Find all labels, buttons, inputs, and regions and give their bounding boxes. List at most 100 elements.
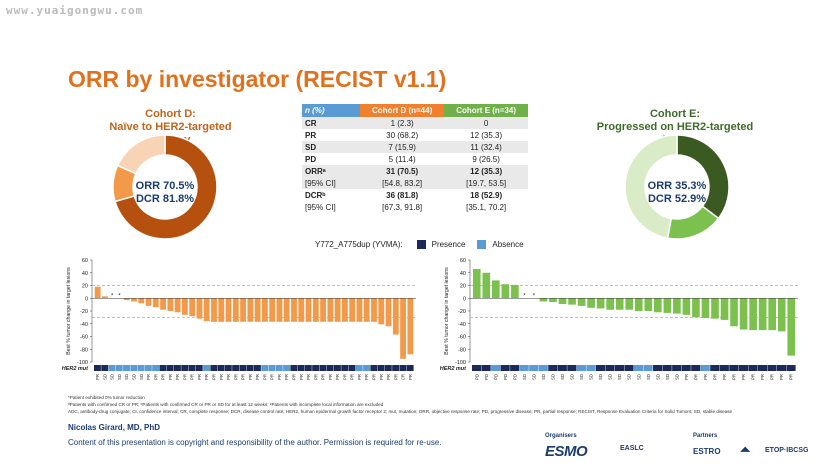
mutation-cell bbox=[538, 365, 548, 371]
waterfall-bar bbox=[511, 284, 519, 299]
row-label: SD bbox=[302, 141, 360, 153]
x-response-label: PR bbox=[408, 374, 413, 380]
x-response-label: PR bbox=[779, 374, 784, 380]
x-response-label: PR bbox=[379, 374, 384, 380]
waterfall-bar bbox=[102, 296, 108, 299]
donut-slice-other bbox=[624, 134, 678, 240]
mutation-cell bbox=[767, 365, 777, 371]
mutation-cell bbox=[355, 365, 363, 371]
legend-presence: Presence bbox=[431, 240, 466, 249]
mutation-cell bbox=[548, 365, 558, 371]
mutation-cell bbox=[334, 365, 341, 371]
x-response-label: SD bbox=[636, 374, 641, 380]
y-tick-label: -20 bbox=[80, 309, 88, 315]
waterfall-bar bbox=[203, 298, 210, 322]
waterfall-bar bbox=[654, 298, 662, 313]
waterfall-bar bbox=[371, 298, 377, 322]
cohort-e-donut-label: ORR 35.3% DCR 52.9% bbox=[642, 180, 712, 206]
waterfall-bar bbox=[385, 298, 392, 327]
mutation-cell bbox=[348, 365, 356, 371]
waterfall-bar bbox=[283, 298, 290, 322]
copyright-notice: Content of this presentation is copyrigh… bbox=[68, 438, 442, 447]
waterfall-bar bbox=[320, 298, 326, 322]
row-cohort-e: 11 (32.4) bbox=[444, 141, 528, 153]
mutation-row-label: HER2 mut bbox=[62, 366, 89, 372]
waterfall-bar bbox=[240, 298, 246, 322]
zero-change-marker: * bbox=[118, 293, 121, 299]
x-response-label: PR bbox=[248, 374, 253, 380]
x-response-label: SD bbox=[541, 374, 546, 380]
row-cohort-d: 30 (68.2) bbox=[386, 130, 419, 140]
x-response-label: SD bbox=[589, 374, 594, 380]
y-tick-label: -80 bbox=[80, 347, 88, 353]
table-row: PR 30 (68.2) 12 (35.3) bbox=[302, 129, 528, 141]
row-label: [95% CI] bbox=[305, 202, 336, 212]
row-cohort-d: 1 (2.3) bbox=[360, 117, 445, 129]
mutation-cell bbox=[586, 365, 596, 371]
waterfall-bar bbox=[94, 286, 101, 299]
mutation-cell bbox=[757, 365, 768, 371]
waterfall-bar bbox=[749, 298, 757, 331]
row-cohort-e: [35.1, 70.2] bbox=[466, 202, 507, 212]
y-tick-label: 0 bbox=[85, 296, 88, 302]
x-response-label: SD bbox=[598, 374, 603, 380]
mutation-cell bbox=[115, 365, 123, 371]
cohort-d-dcr: DCR 81.8% bbox=[135, 193, 195, 205]
x-response-label: PD bbox=[474, 374, 479, 380]
row-cohort-e: [19.7, 53.5] bbox=[444, 177, 528, 189]
x-response-label: PD bbox=[493, 374, 498, 380]
mutation-cell bbox=[500, 365, 510, 371]
waterfall-bar bbox=[682, 298, 691, 315]
donut-slice-orr bbox=[114, 134, 218, 240]
waterfall-bar bbox=[692, 298, 700, 318]
absence-swatch bbox=[477, 240, 487, 249]
row-cohort-d: 31 (70.5) bbox=[360, 165, 445, 177]
x-response-label: PR bbox=[233, 374, 238, 380]
x-response-label: PR bbox=[219, 374, 224, 380]
y-tick-label: -20 bbox=[458, 309, 466, 315]
waterfall-bar bbox=[577, 298, 586, 306]
waterfall-bar bbox=[539, 298, 548, 302]
waterfall-bar bbox=[472, 268, 481, 299]
table-header-row: n (%) Cohort D (n=44) Cohort E (n=34) bbox=[302, 104, 528, 117]
x-response-label: SD bbox=[522, 374, 527, 380]
mutation-cell bbox=[326, 365, 334, 371]
x-response-label: SD bbox=[579, 374, 584, 380]
cohort-d-orr: ORR 70.5% bbox=[135, 180, 195, 192]
y-tick-label: -100 bbox=[455, 360, 466, 366]
x-response-label: PR bbox=[713, 374, 718, 380]
row-cohort-e: 12 (35.3) bbox=[444, 165, 528, 177]
mutation-cell bbox=[290, 365, 298, 371]
cohort-e-donut bbox=[624, 134, 730, 240]
x-response-label: PR bbox=[342, 374, 347, 380]
donut-slice-other bbox=[116, 134, 166, 175]
x-response-label: PR bbox=[284, 374, 289, 380]
presence-swatch bbox=[416, 240, 426, 249]
x-response-label: SD bbox=[560, 374, 565, 380]
x-response-label: PR bbox=[789, 374, 794, 380]
organisers-label: Organisers bbox=[545, 433, 577, 439]
waterfall-bar bbox=[262, 298, 268, 322]
mutation-cell bbox=[406, 365, 414, 371]
x-response-label: PR bbox=[306, 374, 311, 380]
mutation-cell bbox=[491, 365, 501, 371]
waterfall-bar bbox=[269, 298, 276, 322]
waterfall-bar bbox=[492, 280, 500, 299]
mutation-cell bbox=[275, 365, 283, 371]
y-tick-label: 0 bbox=[463, 296, 466, 302]
mutation-cell bbox=[624, 365, 634, 371]
table-row: PD 5 (11.4) 9 (26.5) bbox=[302, 153, 528, 165]
waterfall-bar bbox=[138, 298, 145, 304]
waterfall-bar bbox=[407, 298, 414, 355]
mutation-cell bbox=[224, 365, 232, 371]
x-response-label: PD bbox=[484, 374, 489, 380]
mutation-cell bbox=[595, 365, 606, 371]
x-response-label: SD bbox=[627, 374, 632, 380]
row-cohort-e: 0 bbox=[444, 117, 528, 129]
waterfall-bar bbox=[663, 298, 672, 313]
waterfall-bar bbox=[720, 298, 729, 320]
cohort-d-title-line1: Cohort D: bbox=[145, 108, 196, 120]
waterfall-bar bbox=[247, 298, 254, 322]
row-cohort-e: 18 (52.9) bbox=[470, 190, 503, 200]
mutation-cell bbox=[634, 365, 644, 371]
